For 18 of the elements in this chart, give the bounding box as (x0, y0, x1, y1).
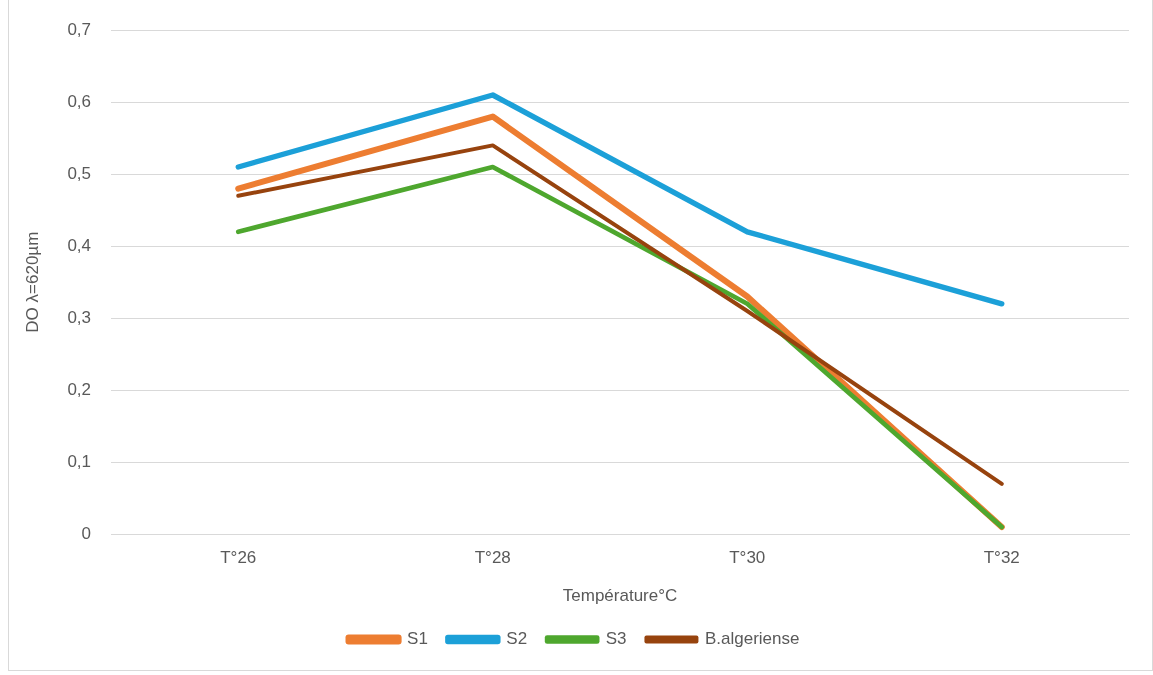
legend-label: S2 (506, 629, 528, 649)
legend-label: B.algeriense (704, 629, 800, 649)
y-tick-label: 0,2 (67, 379, 92, 399)
y-tick-label: 0,6 (67, 91, 92, 111)
x-axis-title: Température°C (562, 586, 678, 606)
y-tick-label: 0,7 (67, 19, 92, 39)
y-tick-label: 0,3 (67, 307, 92, 327)
y-axis-title: DO λ=620µm (22, 231, 42, 333)
x-tick-label: T°32 (983, 548, 1020, 568)
x-tick-label: T°28 (474, 548, 511, 568)
legend-label: S1 (407, 629, 428, 649)
y-tick-label: 0,5 (67, 163, 92, 183)
legend-label: S3 (605, 629, 627, 649)
y-tick-label: 0,4 (67, 235, 92, 255)
x-tick-label: T°30 (729, 548, 766, 568)
x-tick-label: T°26 (220, 548, 257, 568)
y-tick-label: 0,1 (67, 451, 92, 471)
y-tick-label: 0 (81, 523, 92, 543)
